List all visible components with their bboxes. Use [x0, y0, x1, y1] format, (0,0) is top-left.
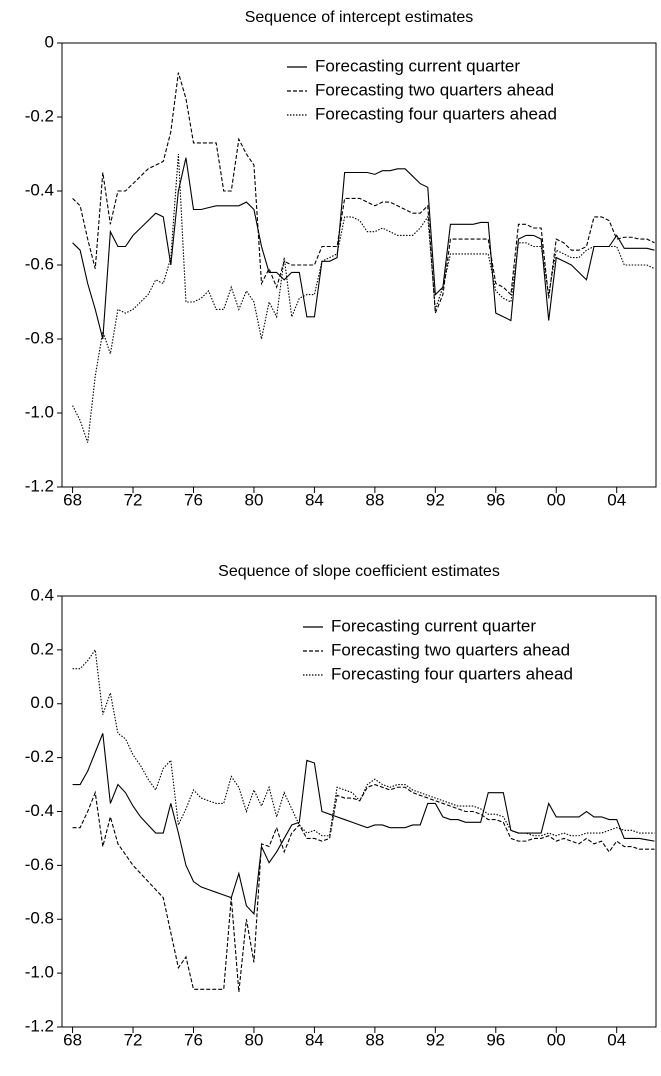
y-tick-label: -0.8 — [25, 328, 54, 347]
y-tick-label: -0.6 — [25, 254, 54, 273]
x-tick-label: 80 — [244, 1030, 263, 1049]
legend-label: Forecasting current quarter — [315, 56, 520, 75]
plot-frame — [61, 595, 657, 1028]
x-tick-label: 04 — [607, 490, 626, 509]
x-tick-label: 88 — [365, 490, 384, 509]
y-tick-label: -0.6 — [25, 855, 54, 874]
legend-label: Forecasting current quarter — [331, 616, 536, 635]
x-tick-label: 00 — [547, 1030, 566, 1049]
legend-label: Forecasting four quarters ahead — [315, 104, 557, 123]
x-tick-label: 84 — [305, 1030, 324, 1049]
y-tick-label: 0 — [45, 32, 54, 51]
x-tick-label: 68 — [63, 490, 82, 509]
y-tick-label: -0.4 — [25, 801, 54, 820]
chart: Sequence of slope coefficient estimates 0… — [25, 563, 657, 1049]
y-tick-label: -0.2 — [25, 747, 54, 766]
y-tick-label: -0.2 — [25, 106, 54, 125]
legend-label: Forecasting two quarters ahead — [315, 80, 554, 99]
x-tick-label: 72 — [124, 1030, 143, 1049]
series-line — [72, 72, 655, 314]
series-line — [72, 648, 655, 837]
y-tick-label: -1.0 — [25, 402, 54, 421]
y-tick-label: 0.0 — [30, 693, 54, 712]
y-tick-label: -1.2 — [25, 1016, 54, 1035]
x-tick-label: 76 — [184, 1030, 203, 1049]
x-tick-label: 88 — [365, 1030, 384, 1049]
y-tick-label: 0.2 — [30, 639, 54, 658]
x-tick-label: 92 — [426, 1030, 445, 1049]
legend-label: Forecasting two quarters ahead — [331, 640, 570, 659]
y-tick-label: -0.8 — [25, 909, 54, 928]
x-tick-label: 92 — [426, 490, 445, 509]
y-tick-label: -0.4 — [25, 180, 54, 199]
x-tick-label: 72 — [124, 490, 143, 509]
x-tick-label: 00 — [547, 490, 566, 509]
series-line — [72, 783, 655, 993]
chart-title: Sequence of slope coefficient estimates — [218, 563, 500, 580]
series-line — [72, 733, 655, 916]
chart-title: Sequence of intercept estimates — [245, 9, 474, 26]
x-tick-label: 04 — [607, 1030, 626, 1049]
x-tick-label: 80 — [244, 490, 263, 509]
x-tick-label: 96 — [486, 1030, 505, 1049]
series-line — [72, 157, 655, 340]
y-tick-label: -1.0 — [25, 963, 54, 982]
y-tick-label: 0.4 — [30, 585, 54, 604]
x-tick-label: 76 — [184, 490, 203, 509]
series-line — [72, 153, 655, 443]
legend-label: Forecasting four quarters ahead — [331, 664, 573, 683]
x-tick-label: 84 — [305, 490, 324, 509]
x-tick-label: 68 — [63, 1030, 82, 1049]
chart: Sequence of intercept estimates 0 -0.2 -0.4… — [25, 9, 657, 509]
x-tick-label: 96 — [486, 490, 505, 509]
y-tick-label: -1.2 — [25, 476, 54, 495]
